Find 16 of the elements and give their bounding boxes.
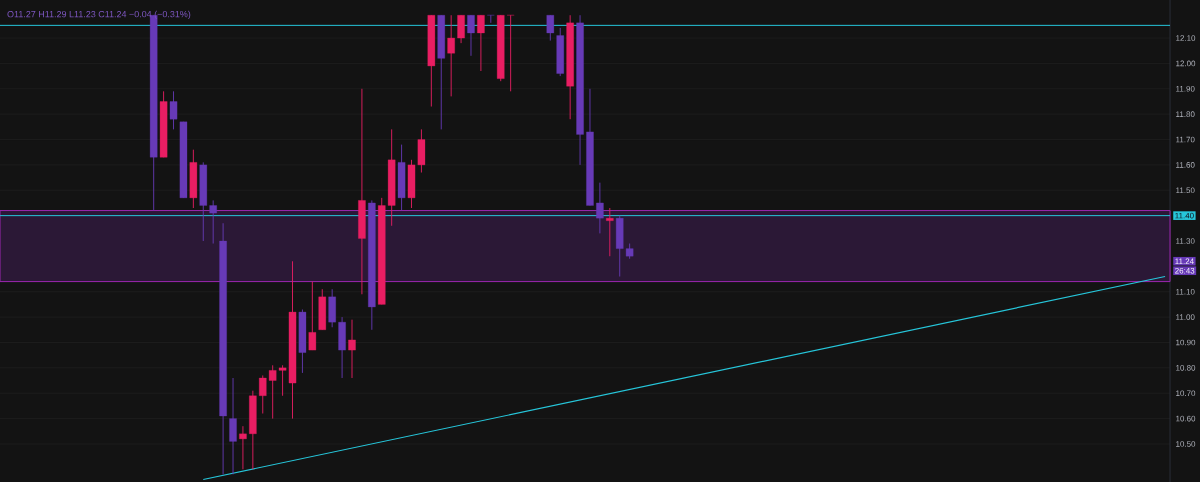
- candlestick: [546, 14, 555, 42]
- candlestick: [477, 14, 485, 72]
- candlestick: [606, 207, 614, 257]
- candlestick: [467, 14, 475, 57]
- candlestick: [447, 14, 455, 97]
- candlestick: [506, 14, 515, 92]
- candlestick: [308, 281, 317, 351]
- candlestick: [457, 14, 465, 44]
- candlestick: [487, 14, 495, 24]
- candlestick: [348, 319, 356, 379]
- candlestick: [239, 425, 247, 470]
- candlestick: [229, 377, 237, 475]
- candlestick: [209, 199, 217, 244]
- candlestick: [169, 90, 178, 130]
- annotation: O11.27 H11.29 L11.23 C11.24 −0.04 (−0.31%): [7, 10, 191, 20]
- candlestick: [596, 182, 604, 234]
